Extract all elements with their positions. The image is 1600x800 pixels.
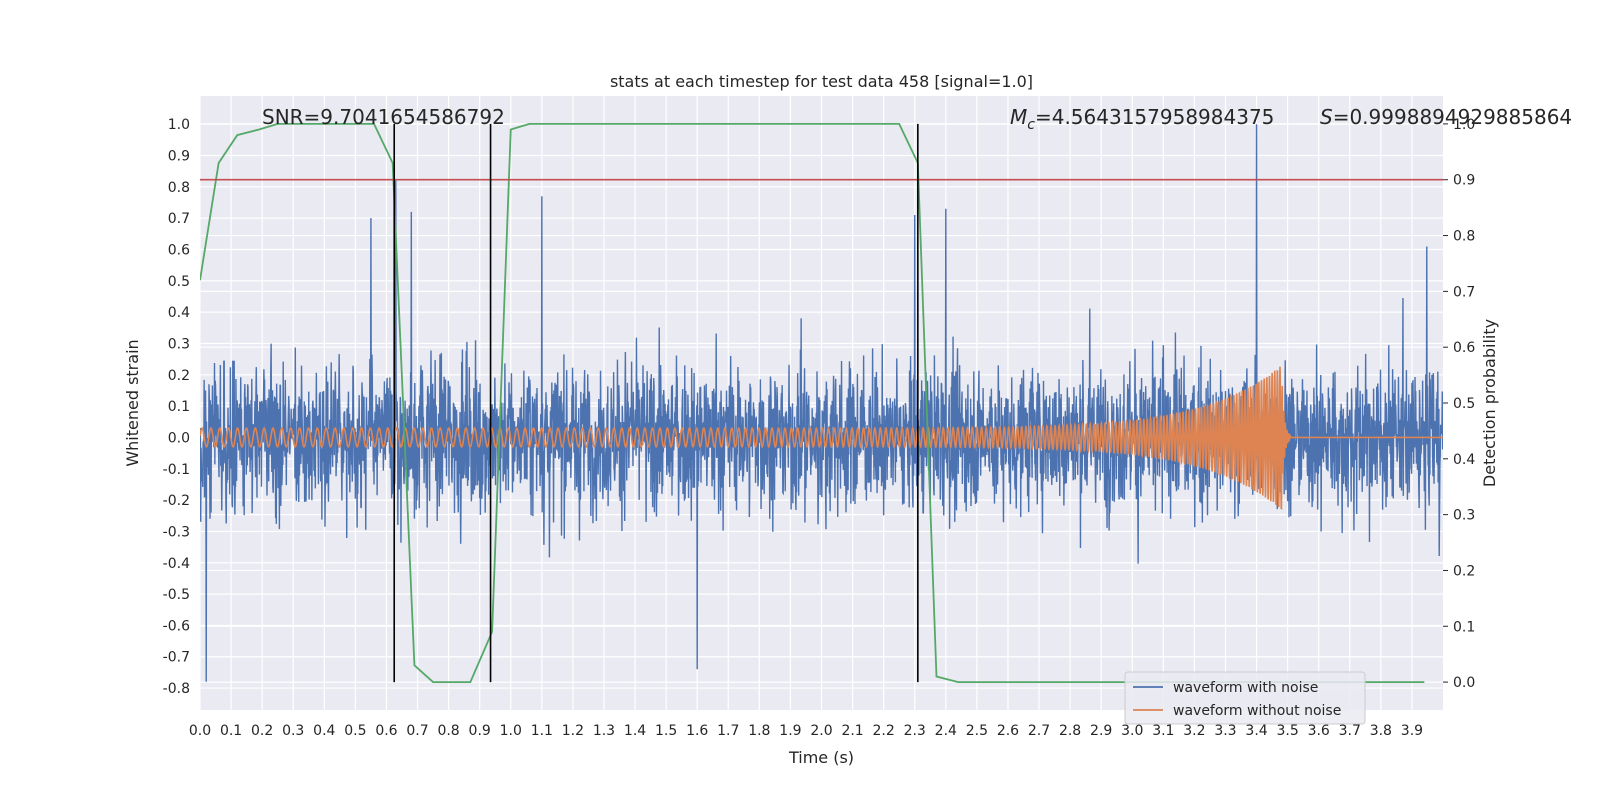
legend-box (1124, 671, 1366, 725)
x-tick-label-10: 1.0 (500, 723, 522, 739)
x-tick-label-29: 2.9 (1090, 723, 1112, 739)
x-tick-label-7: 0.7 (406, 723, 428, 739)
right-y-tick-labels: 0.0 0.1 0.2 0.3 0.4 0.5 0.6 0.7 0.8 0.9 1.0 (1443, 117, 1475, 691)
x-tick-label-8: 0.8 (437, 723, 459, 739)
chart-title: stats at each timestep for test data 458… (610, 72, 1033, 91)
x-tick-label-21: 2.1 (841, 723, 863, 739)
x-tick-label-19: 1.9 (779, 723, 801, 739)
y-tick-label-10: 0.2 (168, 368, 190, 384)
x-tick-label-9: 0.9 (469, 723, 491, 739)
right-y-tick-label-4: 0.4 (1453, 452, 1475, 468)
mc-symbol: M (1010, 105, 1027, 129)
y-tick-label-11: 0.3 (168, 336, 190, 352)
x-tick-label-34: 3.4 (1245, 723, 1267, 739)
chirp-mass-annotation: Mc=4.5643157958984375 (1010, 105, 1274, 133)
legend-label-waveform-without-noise: waveform without noise (1173, 703, 1341, 719)
y-tick-label-13: 0.5 (168, 274, 190, 290)
y-tick-label-4: -0.4 (163, 556, 190, 572)
y-tick-label-3: -0.5 (163, 587, 190, 603)
y-tick-label-7: -0.1 (163, 462, 190, 478)
y-axis-label: Whitened strain (123, 339, 142, 466)
y-tick-label-0: -0.8 (163, 681, 190, 697)
x-tick-label-26: 2.6 (997, 723, 1019, 739)
x-tick-label-6: 0.6 (375, 723, 397, 739)
y-tick-label-17: 0.9 (168, 149, 190, 165)
x-tick-label-28: 2.8 (1059, 723, 1081, 739)
x-tick-label-14: 1.4 (624, 723, 646, 739)
x-tick-label-32: 3.2 (1183, 723, 1205, 739)
y-tick-label-14: 0.6 (168, 243, 190, 259)
x-tick-label-38: 3.8 (1370, 723, 1392, 739)
x-tick-label-5: 0.5 (344, 723, 366, 739)
right-y-tick-label-7: 0.7 (1453, 284, 1475, 300)
right-y-tick-label-9: 0.9 (1453, 173, 1475, 189)
x-tick-label-27: 2.7 (1028, 723, 1050, 739)
x-axis-label: Time (s) (788, 748, 854, 767)
x-tick-label-30: 3.0 (1121, 723, 1143, 739)
chirp-line (200, 366, 1443, 510)
mc-value: =4.5643157958984375 (1035, 105, 1274, 129)
x-tick-label-12: 1.2 (562, 723, 584, 739)
x-tick-label-25: 2.5 (966, 723, 988, 739)
x-tick-label-20: 2.0 (810, 723, 832, 739)
x-tick-label-35: 3.5 (1276, 723, 1298, 739)
y-tick-label-18: 1.0 (168, 117, 190, 133)
x-tick-label-13: 1.3 (593, 723, 615, 739)
series-waveform-without-noise (200, 366, 1443, 510)
s-value: =0.9998894929885864 (1333, 105, 1572, 129)
x-tick-label-2: 0.2 (251, 723, 273, 739)
y-tick-label-6: -0.2 (163, 493, 190, 509)
y-tick-label-12: 0.4 (168, 305, 190, 321)
x-tick-label-24: 2.4 (935, 723, 957, 739)
x-tick-label-31: 3.1 (1152, 723, 1174, 739)
right-y-tick-label-8: 0.8 (1453, 229, 1475, 245)
y-tick-label-9: 0.1 (168, 399, 190, 415)
x-tick-label-39: 3.9 (1401, 723, 1423, 739)
right-y-tick-label-5: 0.5 (1453, 396, 1475, 412)
right-y-tick-label-3: 0.3 (1453, 508, 1475, 524)
x-tick-label-15: 1.5 (655, 723, 677, 739)
x-tick-label-18: 1.8 (748, 723, 770, 739)
y-tick-label-2: -0.6 (163, 618, 190, 634)
x-tick-label-23: 2.3 (904, 723, 926, 739)
snr-annotation: SNR=9.7041654586792 (262, 105, 505, 129)
score-annotation: S=0.9998894929885864 (1320, 105, 1572, 129)
x-tick-label-1: 0.1 (220, 723, 242, 739)
right-y-tick-label-2: 0.2 (1453, 563, 1475, 579)
x-tick-label-16: 1.6 (686, 723, 708, 739)
mc-subscript: c (1027, 117, 1035, 133)
right-y-axis-label: Detection probability (1480, 319, 1499, 487)
x-tick-labels: 0.0 0.1 0.2 0.3 0.4 0.5 0.6 0.7 0.8 0.9 1.0 1.1 1.2 1… (189, 723, 1423, 739)
x-tick-label-0: 0.0 (189, 723, 211, 739)
x-tick-label-4: 0.4 (313, 723, 335, 739)
vertical-lines (393, 123, 919, 683)
x-tick-label-3: 0.3 (282, 723, 304, 739)
y-tick-label-5: -0.3 (163, 524, 190, 540)
y-tick-labels: -0.8 -0.7 -0.6 -0.5 -0.4 -0.3 -0.2 -0.1 0.0 0.1 0.… (163, 117, 190, 697)
x-tick-label-33: 3.3 (1214, 723, 1236, 739)
y-tick-label-15: 0.7 (168, 211, 190, 227)
x-tick-label-11: 1.1 (531, 723, 553, 739)
legend-label-waveform-with-noise: waveform with noise (1173, 680, 1318, 696)
right-y-tick-label-0: 0.0 (1453, 675, 1475, 691)
y-tick-label-8: 0.0 (168, 430, 190, 446)
y-tick-label-1: -0.7 (163, 650, 190, 666)
right-y-tick-label-1: 0.1 (1453, 619, 1475, 635)
y-tick-label-16: 0.8 (168, 180, 190, 196)
x-tick-label-17: 1.7 (717, 723, 739, 739)
x-tick-label-36: 3.6 (1308, 723, 1330, 739)
right-y-tick-label-10: 1.0 (1453, 117, 1475, 133)
x-tick-label-37: 3.7 (1339, 723, 1361, 739)
right-y-tick-label-6: 0.6 (1453, 340, 1475, 356)
x-tick-label-22: 2.2 (873, 723, 895, 739)
s-symbol: S (1320, 105, 1333, 129)
legend: waveform with noise waveform without noi… (1124, 671, 1366, 725)
